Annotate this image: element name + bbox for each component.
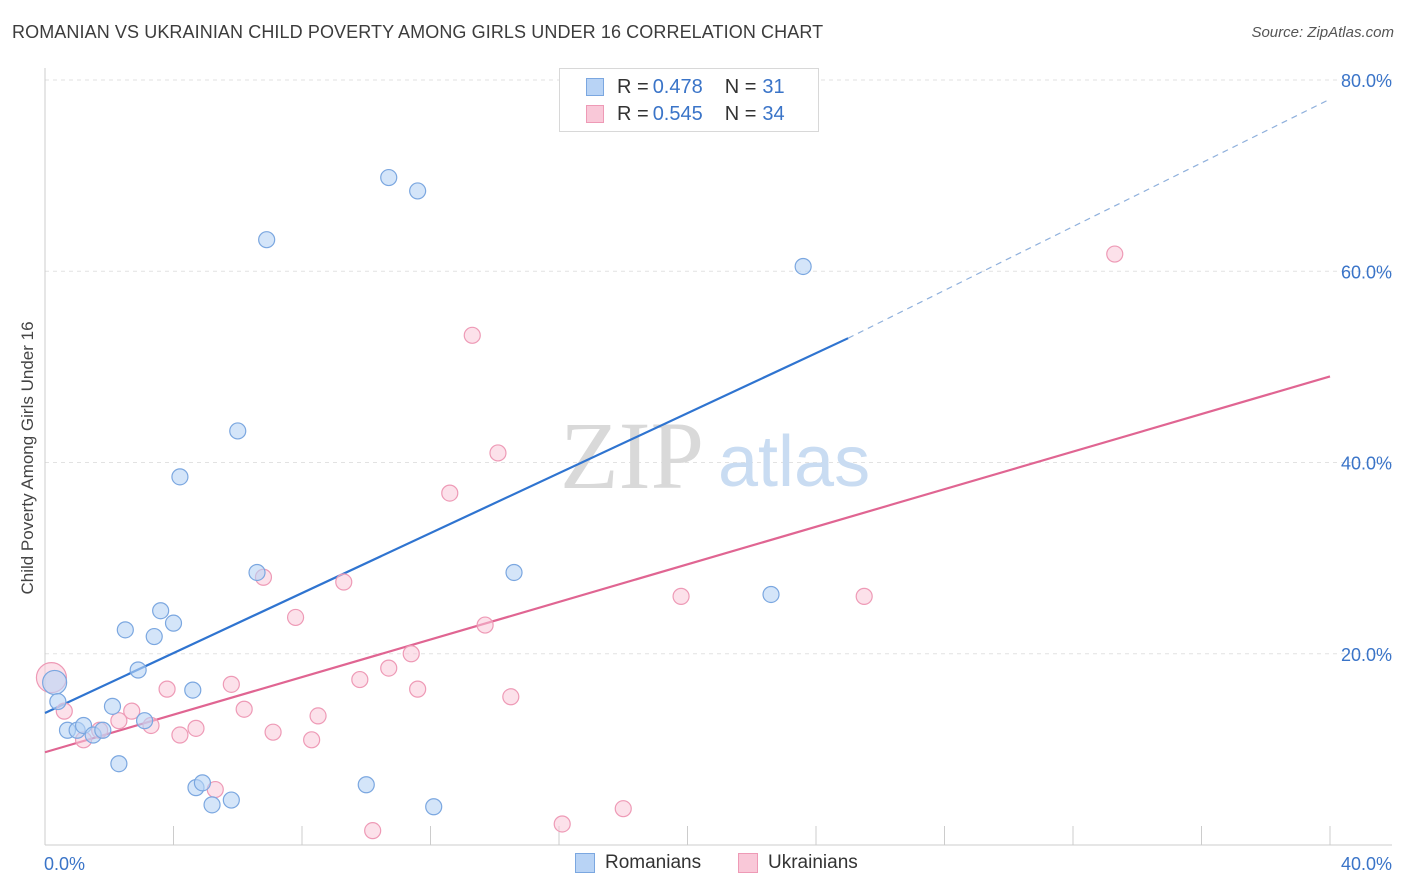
data-points bbox=[35, 168, 1124, 840]
ukrainians-n-label: N = bbox=[724, 102, 757, 125]
source-credit: Source: ZipAtlas.com bbox=[1251, 24, 1394, 41]
romanians-point bbox=[135, 712, 154, 730]
ukrainians-point bbox=[235, 700, 253, 718]
ukrainians-r-label: R = bbox=[617, 102, 649, 125]
romanians-n-value: 31 bbox=[762, 75, 785, 98]
ukrainians-point bbox=[476, 616, 494, 634]
romanians-trend-line bbox=[44, 337, 849, 715]
bottom-ukrainians-swatch bbox=[738, 853, 758, 873]
ukrainians-trend-line bbox=[44, 375, 1331, 754]
ukrainians-n-value: 34 bbox=[762, 102, 785, 125]
ukrainians-point bbox=[402, 645, 420, 663]
romanians-point bbox=[357, 776, 375, 794]
x-tick-label: 40.0% bbox=[1341, 854, 1392, 874]
ukrainians-point bbox=[303, 731, 321, 749]
romanians-point bbox=[184, 681, 202, 699]
ukrainians-point bbox=[672, 587, 690, 605]
ukrainians-point bbox=[364, 822, 382, 840]
bottom-legend-ukrainians: Ukrainians bbox=[738, 852, 858, 874]
ukrainians-point bbox=[351, 670, 369, 689]
ukrainians-point bbox=[489, 444, 507, 462]
ukrainians-point bbox=[463, 326, 481, 344]
romanians-point bbox=[110, 755, 128, 773]
romanians-point bbox=[193, 774, 212, 792]
ukrainians-point bbox=[222, 675, 240, 693]
ukrainians-point bbox=[553, 815, 571, 833]
trend-lines bbox=[44, 98, 1331, 754]
stats-legend: R = 0.478 N = 31 R = 0.545 N = 34 bbox=[559, 68, 819, 132]
ukrainians-point bbox=[171, 726, 189, 744]
ukrainians-point bbox=[1106, 245, 1124, 263]
romanians-point bbox=[164, 614, 183, 632]
romanians-point bbox=[258, 231, 276, 249]
ukrainians-point bbox=[441, 484, 459, 502]
ukrainians-point bbox=[309, 707, 327, 725]
y-tick-label: 40.0% bbox=[1341, 454, 1392, 474]
romanians-point bbox=[762, 585, 780, 604]
x-tick-label: 0.0% bbox=[44, 854, 85, 874]
romanians-n-label: N = bbox=[724, 75, 757, 98]
watermark-atlas: atlas bbox=[718, 422, 870, 502]
romanians-point bbox=[229, 422, 247, 440]
ukrainians-point bbox=[409, 680, 427, 698]
ukrainians-point bbox=[614, 800, 632, 818]
romanians-point bbox=[152, 602, 170, 620]
y-tick-label: 60.0% bbox=[1341, 262, 1392, 282]
romanians-point bbox=[248, 563, 266, 582]
romanians-point bbox=[222, 791, 240, 809]
ukrainians-point bbox=[187, 719, 205, 737]
romanians-point bbox=[116, 621, 134, 639]
ukrainians-point bbox=[855, 587, 873, 605]
ukrainians-point bbox=[335, 573, 353, 591]
romanians-point bbox=[145, 627, 163, 646]
romanians-point bbox=[42, 669, 68, 696]
romanians-point bbox=[505, 563, 523, 582]
bottom-legend-romanians: Romanians bbox=[575, 852, 701, 874]
ukrainians-point bbox=[380, 659, 398, 677]
romanians-r-value: 0.478 bbox=[652, 75, 703, 98]
romanians-trend-extension bbox=[847, 98, 1331, 339]
ukrainians-point bbox=[502, 688, 520, 706]
legend-row-romanians: R = 0.478 N = 31 bbox=[586, 74, 785, 100]
romanians-point bbox=[380, 168, 398, 187]
romanians-point bbox=[49, 692, 67, 711]
ukrainians-point bbox=[264, 723, 282, 741]
ukrainians-point bbox=[286, 608, 305, 627]
tick-labels: 20.0% 40.0% 60.0% 80.0% 0.0% 40.0% bbox=[44, 71, 1392, 874]
chart-title: ROMANIAN VS UKRAINIAN CHILD POVERTY AMON… bbox=[12, 22, 824, 42]
ukrainians-point bbox=[110, 712, 128, 730]
bottom-romanians-label: Romanians bbox=[605, 852, 702, 873]
watermark: ZIP atlas bbox=[560, 402, 870, 509]
romanians-point bbox=[794, 257, 812, 276]
ukrainians-point bbox=[158, 680, 176, 698]
romanians-point bbox=[203, 796, 221, 814]
romanians-r-label: R = bbox=[617, 75, 649, 98]
watermark-zip: ZIP bbox=[560, 402, 704, 509]
ukrainians-point bbox=[123, 702, 141, 720]
romanians-point bbox=[425, 798, 443, 816]
y-tick-label: 20.0% bbox=[1341, 645, 1392, 665]
romanians-point bbox=[94, 721, 112, 739]
romanians-point bbox=[129, 661, 147, 679]
romanians-swatch bbox=[586, 78, 604, 96]
y-tick-label: 80.0% bbox=[1341, 71, 1392, 91]
ukrainians-swatch bbox=[586, 105, 604, 123]
romanians-point bbox=[171, 468, 189, 486]
romanians-point bbox=[409, 182, 427, 200]
legend-row-ukrainians: R = 0.545 N = 34 bbox=[586, 101, 785, 127]
bottom-ukrainians-label: Ukrainians bbox=[768, 852, 858, 873]
romanians-point bbox=[103, 697, 122, 715]
bottom-romanians-swatch bbox=[575, 853, 595, 873]
ukrainians-r-value: 0.545 bbox=[652, 102, 703, 125]
grid-lines bbox=[45, 79, 1392, 655]
